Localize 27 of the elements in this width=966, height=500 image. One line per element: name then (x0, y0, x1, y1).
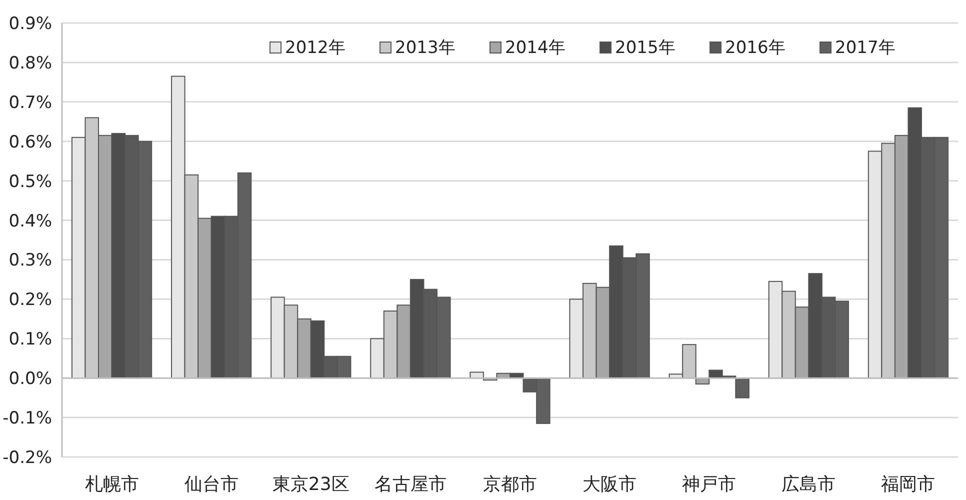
x-tick-label: 広島市 (782, 474, 836, 495)
x-tick-label: 大阪市 (582, 474, 637, 495)
x-tick-label: 東京23区 (272, 474, 350, 495)
y-tick-label: 0.2% (8, 290, 52, 310)
x-tick-label: 神戸市 (682, 474, 736, 495)
x-tick-label: 京都市 (483, 474, 537, 495)
x-tick-label: 札幌市 (84, 474, 139, 495)
y-tick-label: -0.1% (2, 408, 52, 429)
legend-label: 2012年 (285, 38, 346, 58)
y-tick-label: 0.5% (8, 172, 52, 192)
legend-label: 2016年 (725, 38, 786, 58)
legend-label: 2015年 (615, 38, 676, 58)
legend-label: 2017年 (835, 38, 896, 58)
y-tick-label: 0.7% (8, 92, 52, 113)
y-tick-label: 0.0% (8, 369, 52, 390)
x-tick-label: 仙台市 (184, 474, 238, 495)
y-tick-label: 0.1% (8, 330, 52, 350)
y-tick-label: 0.3% (8, 250, 52, 271)
legend-label: 2013年 (395, 38, 456, 58)
y-tick-label: -0.2% (2, 448, 52, 468)
y-tick-label: 0.9% (8, 14, 52, 34)
x-tick-label: 福岡市 (881, 474, 936, 495)
y-tick-label: 0.8% (8, 53, 52, 74)
y-tick-label: 0.6% (8, 132, 52, 152)
x-tick-label: 名古屋市 (374, 474, 446, 495)
legend-label: 2014年 (505, 38, 566, 58)
y-tick-label: 0.4% (8, 211, 52, 232)
